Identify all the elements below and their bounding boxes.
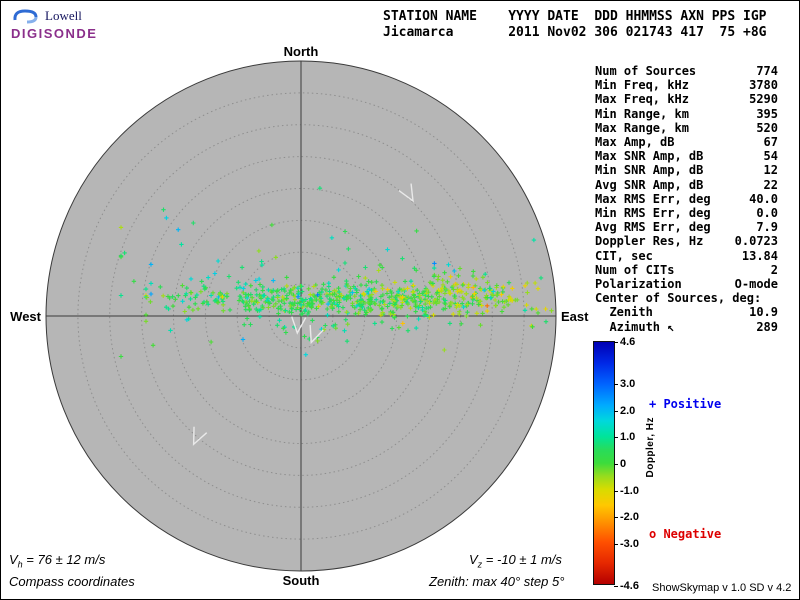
stats-row: Max SNR Amp, dB 54 xyxy=(595,149,778,163)
stat-value: 22 xyxy=(763,177,778,192)
stat-label: Max Amp, dB xyxy=(595,135,675,150)
stat-value: 3780 xyxy=(749,78,778,93)
stat-label: Max Range, km xyxy=(595,120,689,135)
stat-label: Max Freq, kHz xyxy=(595,92,689,107)
skymap-svg: North South West East xyxy=(10,45,589,588)
stats-row: Min Freq, kHz 3780 xyxy=(595,78,778,92)
header-columns: STATION NAME YYYY DATE DDD HHMMSS AXN PP… xyxy=(383,9,767,24)
stat-value: 10.9 xyxy=(749,305,778,320)
stat-label: Max RMS Err, deg xyxy=(595,191,711,206)
colorbar-gradient xyxy=(593,341,615,585)
colorbar-tick-label: 1.0 xyxy=(613,431,636,443)
legend-positive: + Positive xyxy=(649,397,722,411)
stat-label: Min Freq, kHz xyxy=(595,78,689,93)
stat-value: 7.9 xyxy=(756,220,778,235)
stats-row: Num of Sources 774 xyxy=(595,64,778,78)
stat-label: Doppler Res, Hz xyxy=(595,234,704,249)
stats-row: Max Range, km 520 xyxy=(595,121,778,135)
vz-readout: Vz = -10 ± 1 m/s xyxy=(469,552,562,570)
vh-value: = 76 ± 12 m/s xyxy=(22,552,106,567)
legend-negative: o Negative xyxy=(649,527,722,541)
stat-value: 5290 xyxy=(749,92,778,107)
colorbar-tick-label: 2.0 xyxy=(613,405,636,417)
stat-value: 0.0 xyxy=(756,206,778,221)
vz-value: = -10 ± 1 m/s xyxy=(482,552,562,567)
colorbar-tick-label: 0 xyxy=(613,458,627,470)
stat-value: 12 xyxy=(763,163,778,178)
doppler-colorbar: 4.6 3.0 2.0 1.0 0 -1.0 -2.0 -3.0 -4.6 Doppler, H… xyxy=(593,336,703,592)
stats-row: Doppler Res, Hz 0.0723 xyxy=(595,234,778,248)
stat-value: 774 xyxy=(756,64,778,78)
zenith-scale-note: Zenith: max 40° step 5° xyxy=(429,574,565,589)
stat-label: Avg RMS Err, deg xyxy=(595,220,711,235)
vz-symbol: V xyxy=(469,552,478,567)
stat-label: Min RMS Err, deg xyxy=(595,206,711,221)
vz-subscript: z xyxy=(477,559,483,570)
stat-value: 520 xyxy=(756,120,778,135)
stats-row: Max Amp, dB 67 xyxy=(595,135,778,149)
stats-row: Min Range, km 395 xyxy=(595,107,778,121)
stat-value: 2 xyxy=(770,262,778,277)
lowell-logo: Lowell DIGISONDE xyxy=(11,7,97,41)
vh-symbol: V xyxy=(9,552,18,567)
vh-subscript: h xyxy=(17,559,23,570)
stats-row: Avg SNR Amp, dB 22 xyxy=(595,178,778,192)
colorbar-title: Doppler, Hz xyxy=(645,417,656,478)
stat-label: Zenith xyxy=(595,305,653,320)
stats-row: Min SNR Amp, dB 12 xyxy=(595,163,778,177)
stat-label: Min SNR Amp, dB xyxy=(595,163,704,178)
colorbar-tick-label: -1.0 xyxy=(614,485,639,497)
stats-row: CIT, sec 13.84 xyxy=(595,249,778,263)
colorbar-tick-label: -3.0 xyxy=(614,538,639,550)
logo-lowell-text: Lowell xyxy=(45,8,82,23)
coordinates-note: Compass coordinates xyxy=(9,574,135,589)
stat-value: 0.0723 xyxy=(734,234,778,249)
stat-value: 40.0 xyxy=(749,191,778,206)
stats-row: Min RMS Err, deg 0.0 xyxy=(595,206,778,220)
stat-label: Avg SNR Amp, dB xyxy=(595,177,704,192)
stats-row: Max Freq, kHz 5290 xyxy=(595,92,778,106)
stat-value: 395 xyxy=(756,106,778,121)
stat-label: Num of CITs xyxy=(595,262,675,277)
stat-label: Min Range, km xyxy=(595,106,689,121)
stat-value: 67 xyxy=(763,135,778,150)
stats-row: Avg RMS Err, deg 7.9 xyxy=(595,220,778,234)
skymap-points xyxy=(118,186,554,359)
skymap-arrows xyxy=(192,183,414,446)
stats-panel: Num of Sources 774 Min Freq, kHz 3780 Max … xyxy=(595,64,778,334)
compass-west: West xyxy=(10,309,41,324)
colorbar-tick-label: -4.6 xyxy=(614,580,639,592)
stats-row: Center of Sources, deg: xyxy=(595,291,778,305)
stats-row: Azimuth ↖ 289 xyxy=(595,320,778,334)
stats-row: Polarization O-mode xyxy=(595,277,778,291)
compass-south: South xyxy=(283,573,320,588)
colorbar-tick-label: 4.6 xyxy=(613,336,636,348)
colorbar-tick-label: 3.0 xyxy=(613,378,636,390)
vh-readout: Vh = 76 ± 12 m/s xyxy=(9,552,105,570)
compass-north: North xyxy=(284,45,319,59)
stat-label: Max SNR Amp, dB xyxy=(595,149,704,164)
stats-row: Zenith 10.9 xyxy=(595,305,778,319)
stat-value: 13.84 xyxy=(741,248,778,263)
stat-label: Center of Sources, deg: xyxy=(595,291,762,306)
stat-label: Polarization xyxy=(595,277,682,292)
stat-label: Azimuth ↖ xyxy=(595,319,675,334)
logo-digisonde-text: DIGISONDE xyxy=(11,26,98,41)
stat-value: O-mode xyxy=(734,277,778,292)
colorbar-ticks: 4.6 3.0 2.0 1.0 0 -1.0 -2.0 -3.0 -4.6 xyxy=(593,336,703,592)
digisonde-swoosh-icon xyxy=(13,9,38,24)
software-version: ShowSkymap v 1.0 SD v 4.2 xyxy=(652,582,792,594)
stat-label: Num of Sources xyxy=(595,64,697,78)
stat-value: 289 xyxy=(756,319,778,334)
stat-value: 54 xyxy=(763,149,778,164)
header-values: Jicamarca 2011 Nov02 306 021743 417 75 +… xyxy=(383,25,767,40)
compass-east: East xyxy=(561,309,589,324)
stats-row: Num of CITs 2 xyxy=(595,263,778,277)
colorbar-tick-label: -2.0 xyxy=(614,511,639,523)
stat-label: CIT, sec xyxy=(595,248,653,263)
stats-row: Max RMS Err, deg 40.0 xyxy=(595,192,778,206)
